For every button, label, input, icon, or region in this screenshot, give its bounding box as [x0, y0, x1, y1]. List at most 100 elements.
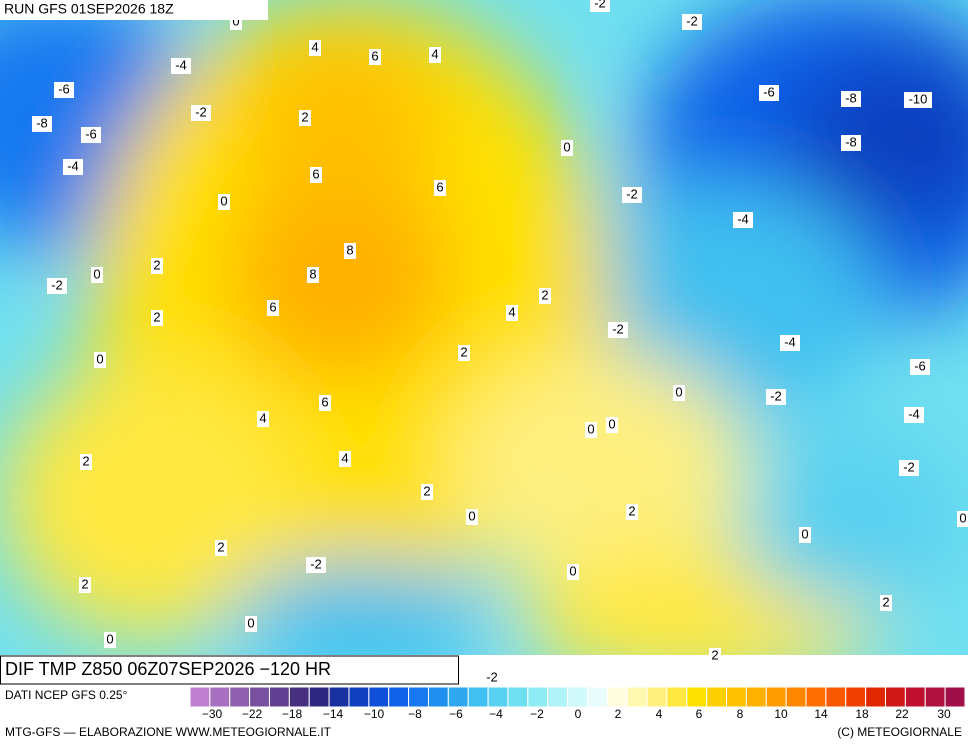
contour-label: 2 — [82, 453, 89, 468]
contour-label: 0 — [232, 13, 239, 28]
contour-label: 6 — [269, 299, 276, 314]
contour-label: 6 — [312, 166, 319, 181]
colorbar-label: 4 — [656, 707, 663, 721]
contour-label: 0 — [608, 416, 615, 431]
contour-label: -2 — [686, 13, 698, 28]
label-box — [709, 648, 721, 664]
label-box — [309, 40, 321, 56]
label-box — [79, 577, 91, 593]
color-swatch — [467, 686, 489, 708]
label-box — [434, 180, 446, 196]
color-swatch — [308, 686, 330, 708]
contour-label: -2 — [770, 388, 782, 403]
source-text: DATI NCEP GFS 0.25° — [5, 688, 128, 702]
contour-label: -2 — [310, 556, 322, 571]
contour-label: 0 — [93, 266, 100, 281]
label-box — [307, 267, 319, 283]
contour-label: -2 — [51, 277, 63, 292]
color-swatch — [626, 686, 648, 708]
contour-label: 2 — [541, 287, 548, 302]
label-box — [215, 540, 227, 556]
label-box — [339, 451, 351, 467]
label-box — [561, 140, 573, 156]
color-swatch — [706, 686, 728, 708]
color-swatch — [944, 686, 966, 708]
contour-labels: 0 -2 -2 4 6 4 -4 -6 -6 -8 -10 -2 2 -8 -6 -8 0 -4 6 6 0 -2 -4 8 2… — [32, 0, 968, 686]
run-text: RUN GFS 01SEP2026 18Z — [4, 1, 174, 17]
contour-label: -2 — [612, 321, 624, 336]
contour-label: 4 — [508, 304, 515, 319]
color-swatch — [288, 686, 310, 708]
color-swatch — [507, 686, 529, 708]
label-box — [626, 504, 638, 520]
color-swatch — [765, 686, 787, 708]
colorbar-label: −4 — [489, 707, 503, 721]
contour-label: 2 — [153, 309, 160, 324]
color-swatch — [447, 686, 469, 708]
contour-label: -10 — [909, 91, 928, 106]
label-box — [766, 389, 786, 405]
label-box — [799, 527, 811, 543]
label-box — [759, 85, 779, 101]
label-box — [567, 564, 579, 580]
label-box — [910, 359, 930, 375]
color-swatch — [348, 686, 370, 708]
color-swatch — [904, 686, 926, 708]
label-box — [81, 127, 101, 143]
footer-right: (C) METEOGIORNALE — [837, 725, 962, 739]
contour-label: 0 — [220, 193, 227, 208]
color-swatch — [408, 686, 429, 708]
contour-label: 4 — [431, 46, 438, 61]
label-box — [245, 616, 257, 632]
contour-label: -8 — [36, 115, 48, 130]
label-box — [218, 194, 230, 210]
label-box — [429, 47, 441, 63]
colorbar-label: −10 — [364, 707, 385, 721]
color-swatch — [209, 686, 231, 708]
label-box — [63, 159, 83, 175]
label-box — [458, 345, 470, 361]
color-swatch — [328, 686, 350, 708]
colorbar-label: −8 — [408, 707, 422, 721]
label-box — [506, 305, 518, 321]
label-box — [585, 422, 597, 438]
title-box — [0, 655, 459, 685]
colorbar-label: 14 — [814, 707, 828, 721]
label-box — [91, 267, 103, 283]
color-swatch — [825, 686, 847, 708]
contour-label: 4 — [341, 450, 348, 465]
colorbar-label: 22 — [895, 707, 909, 721]
label-box — [94, 352, 106, 368]
label-box — [733, 212, 753, 228]
color-swatch — [686, 686, 708, 708]
contour-label: 2 — [460, 344, 467, 359]
color-swatch — [805, 686, 827, 708]
colorbar-label: 0 — [575, 707, 582, 721]
colorbar-label: −18 — [282, 707, 303, 721]
label-box — [344, 243, 356, 259]
contour-label: 4 — [311, 39, 318, 54]
run-box — [0, 0, 268, 20]
contour-label: -2 — [486, 669, 498, 684]
contour-label: 0 — [587, 421, 594, 436]
label-box — [606, 417, 618, 433]
label-box — [904, 407, 924, 423]
label-box — [622, 187, 642, 203]
label-box — [957, 511, 968, 527]
label-box — [104, 632, 116, 648]
label-box — [780, 335, 800, 351]
contour-label: -2 — [903, 459, 915, 474]
colorbar-label: −22 — [242, 707, 263, 721]
contour-label: -6 — [58, 81, 70, 96]
color-swatch — [586, 686, 608, 708]
color-swatch — [249, 686, 270, 708]
contour-label: -6 — [85, 126, 97, 141]
label-box — [151, 258, 163, 274]
label-box — [682, 14, 702, 30]
contour-label: 6 — [371, 48, 378, 63]
contour-label: -4 — [737, 211, 749, 226]
colorbar-label: −30 — [202, 707, 223, 721]
contour-label: 2 — [217, 539, 224, 554]
label-box — [539, 288, 551, 304]
